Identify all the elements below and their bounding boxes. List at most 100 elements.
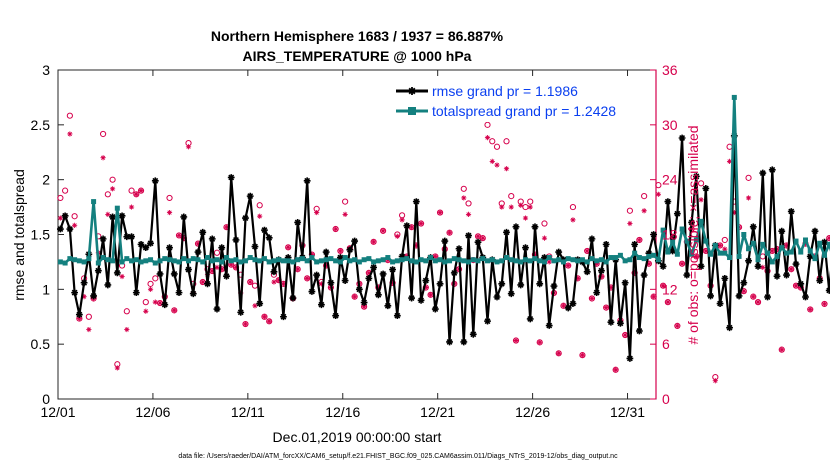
rmse-point [261,226,268,234]
obs-assimilated-point [594,261,600,267]
totalspread-point [522,257,528,263]
rmse-point [322,248,330,256]
totalspread-point [442,259,448,265]
obs-assimilated-point [788,266,794,272]
obs-possible-point [142,299,149,306]
rmse-point [450,269,458,277]
totalspread-point [371,259,377,265]
obs-assimilated-point [603,305,609,311]
obs-assimilated-point [726,158,733,164]
obs-assimilated-point [826,235,830,241]
totalspread-point [826,241,830,247]
totalspread-point [86,256,92,262]
totalspread-point [223,255,229,261]
rmse-point [645,249,653,257]
rmse-point [465,232,472,239]
rmse-point [531,223,539,231]
obs-assimilated-point [560,303,567,309]
totalspread-point [788,249,794,255]
obs-possible-point [147,280,154,287]
rmse-point [142,244,150,252]
y-tick-label: 2.5 [31,117,51,133]
obs-assimilated-point [138,188,144,194]
x-tick-label: 12/16 [325,404,360,420]
obs-assimilated-point [508,204,514,210]
obs-assimilated-point [783,242,790,249]
y-tick-label: 0 [42,391,50,407]
obs-assimilated-point [584,248,590,254]
totalspread-point [646,253,652,259]
rmse-point [313,271,321,279]
rmse-point [507,290,515,298]
rmse-point [469,330,477,338]
obs-assimilated-point [798,284,804,291]
rmse-point [370,264,378,271]
totalspread-point [660,227,666,233]
obs-assimilated-point [522,215,529,221]
totalspread-point [114,205,120,211]
rmse-point [588,235,596,243]
obs-possible-point [489,138,496,145]
obs-assimilated-point [128,204,135,210]
rmse-point [75,311,83,318]
obs-assimilated-point [698,197,704,203]
x-tick-label: 12/26 [515,404,550,420]
rmse-point [132,289,140,297]
x-axis-label: Dec.01,2019 00:00:00 start [273,429,442,445]
obs-assimilated-point [100,155,106,161]
totalspread-point [247,255,253,261]
totalspread-point [361,257,367,263]
obs-assimilated-point [423,284,429,291]
totalspread-point [731,94,737,100]
totalspread-point [323,257,329,263]
obs-assimilated-point [133,191,139,197]
obs-assimilated-point [807,306,813,313]
obs-possible-point [759,253,766,260]
totalspread-point [480,256,486,262]
obs-assimilated-point [518,202,524,208]
totalspread-point [233,257,239,263]
legend-spread-label: totalspread grand pr = 1.2428 [432,103,616,119]
obs-assimilated-point [703,248,709,254]
totalspread-point [143,258,149,264]
obs-possible-point [460,185,467,192]
obs-assimilated-point [81,294,87,300]
rmse-point [702,185,710,192]
y-axis-label: rmse and totalspread [11,169,27,301]
rmse-point [806,253,814,260]
totalspread-point [257,258,263,264]
totalspread-point [798,249,804,255]
rmse-point [517,281,525,289]
obs-assimilated-point [722,246,728,252]
totalspread-point [703,238,709,244]
obs-assimilated-point [546,259,552,265]
x-tick-label: 12/06 [135,404,170,420]
rmse-point [707,292,714,300]
obs-assimilated-point [670,235,676,241]
obs-assimilated-point [494,162,500,168]
totalspread-point [470,257,476,263]
rmse-point [270,268,278,276]
rmse-point [360,299,368,306]
obs-assimilated-point [480,235,486,241]
obs-assimilated-point [589,295,595,302]
totalspread-point [133,257,139,263]
rmse-point [118,212,126,220]
obs-assimilated-point [622,332,628,338]
obs-assimilated-point [57,215,63,221]
obs-assimilated-point [556,350,562,356]
totalspread-point [665,249,671,255]
obs-possible-point [726,143,733,150]
legend-rmse-label: rmse grand pr = 1.1986 [432,83,578,99]
rmse-point [318,301,325,309]
chart-title-line2: AIRS_TEMPERATURE @ 1000 hPa [243,48,472,64]
rmse-point [802,293,809,301]
totalspread-point [693,237,699,243]
obs-assimilated-point [632,270,638,276]
totalspread-point [228,258,234,264]
totalspread-point [821,252,827,258]
rmse-point [327,279,335,287]
totalspread-point [95,260,101,266]
rmse-point [607,318,615,326]
rmse-point [66,225,74,233]
